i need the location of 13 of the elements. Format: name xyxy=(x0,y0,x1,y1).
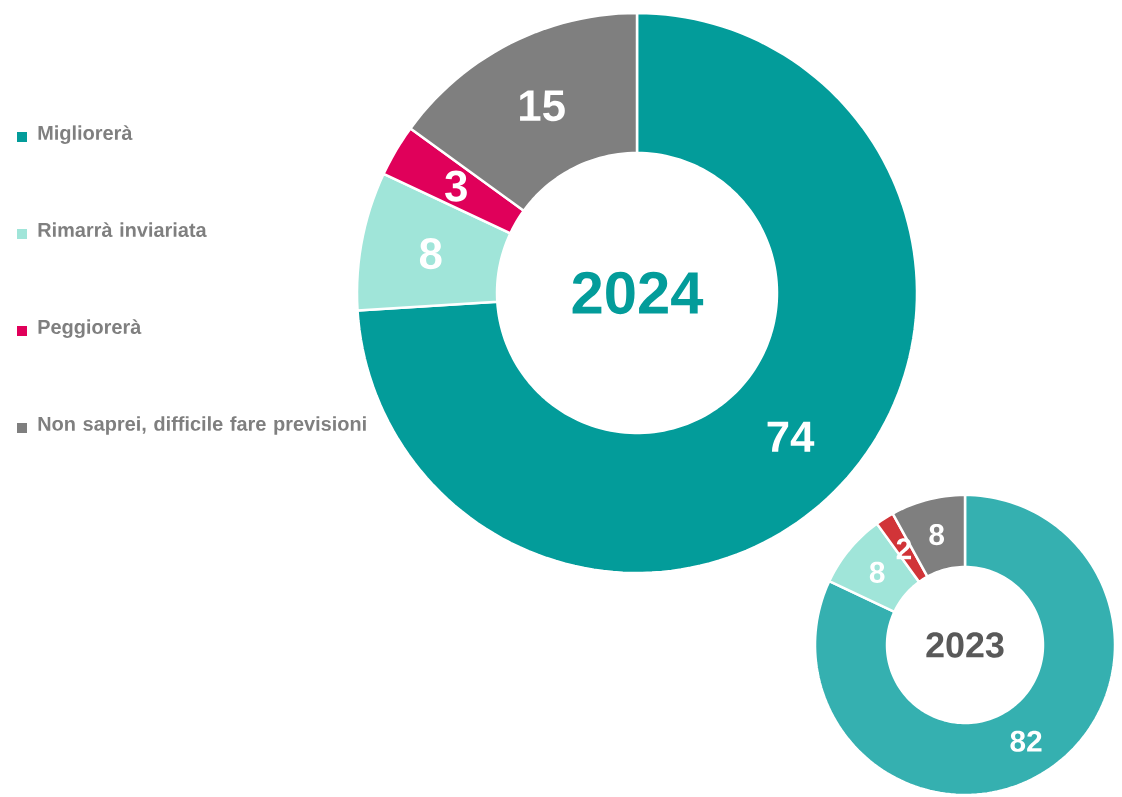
data-label: 8 xyxy=(929,523,945,546)
legend-label: Non saprei, difficile fare previsioni xyxy=(38,416,366,435)
text: 2023 xyxy=(926,632,1004,658)
legend-label: Rimarrà inviariata xyxy=(38,222,207,237)
data-label: 8 xyxy=(869,561,885,583)
data-label: 82 xyxy=(1010,730,1042,752)
legend-label: Migliorerà xyxy=(38,125,133,145)
data-label: 3 xyxy=(445,170,467,202)
data-label: 15 xyxy=(520,90,565,122)
text: 2024 xyxy=(572,271,704,315)
legend-label: Peggiorerà xyxy=(38,319,142,339)
data-label: 74 xyxy=(767,421,815,452)
data-label: 8 xyxy=(419,238,442,270)
